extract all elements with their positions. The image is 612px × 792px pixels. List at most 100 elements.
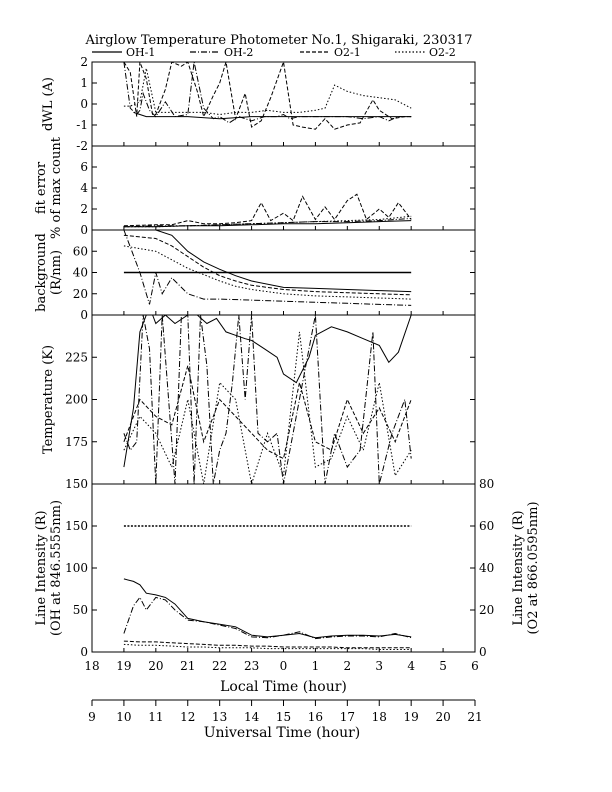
ut-tick-label: 17 <box>340 710 355 724</box>
series-int-oh-1 <box>123 578 412 639</box>
local-time-tick-label: 19 <box>116 659 131 673</box>
ytick-right-label: 40 <box>479 561 494 575</box>
ylabel-right-int: (O2 at 866.0595nm) <box>526 501 541 634</box>
panel-temp: 150 175 200 225 Temperature (K) <box>41 314 476 491</box>
figure-title: Airglow Temperature Photometer No.1, Shi… <box>85 33 473 48</box>
legend-label-o2-2: O2-2 <box>429 46 456 59</box>
local-time-tick-label: 21 <box>180 659 195 673</box>
ylabel-temp: Temperature (K) <box>41 345 56 454</box>
local-time-tick-label: 23 <box>244 659 259 673</box>
ut-tick-label: 20 <box>435 710 450 724</box>
ylabel-int: (OH at 846.5555nm) <box>49 500 64 636</box>
ut-tick-label: 10 <box>116 710 131 724</box>
ytick-label: 175 <box>65 435 88 449</box>
universal-time-axis: 9 10 11 12 13 14 15 16 17 18 19 20 21 <box>88 699 483 724</box>
local-time-tick-label: 1 <box>312 659 320 673</box>
legend: OH-1 OH-2 O2-1 O2-2 <box>92 46 456 59</box>
ytick-label: 1 <box>80 76 88 90</box>
series-temp-oh-2 <box>123 315 412 484</box>
ylabel-bg: (R/nm) <box>49 250 64 295</box>
ytick-label: 20 <box>73 287 88 301</box>
ut-tick-label: 21 <box>467 710 482 724</box>
local-time-label: Local Time (hour) <box>220 679 347 695</box>
ylabel-fit: % of max count <box>49 136 64 239</box>
series-int-oh-2 <box>123 596 412 640</box>
ytick-right-label: 20 <box>479 603 494 617</box>
ut-tick-label: 11 <box>148 710 163 724</box>
ytick-label: 4 <box>80 181 88 195</box>
series-temp-oh-1 <box>123 315 412 468</box>
ytick-right-label: 0 <box>479 645 487 659</box>
panel-fit: 0 2 4 6 fit error% of max count <box>34 136 476 239</box>
legend-label-o2-1: O2-1 <box>334 46 361 59</box>
ytick-label: 50 <box>73 603 88 617</box>
legend-label-oh-2: OH-2 <box>224 46 253 59</box>
panel-bg: 0 20 40 60 background (R/nm) <box>34 229 476 322</box>
ylabel-right-int: Line Intensity (R) <box>511 510 526 625</box>
series-dwl-o2-1 <box>123 62 412 130</box>
local-time-tick-label: 6 <box>471 659 479 673</box>
series-bg-o2-2 <box>123 245 412 300</box>
series-dwl-oh-2 <box>123 62 412 124</box>
ut-tick-label: 16 <box>308 710 323 724</box>
ytick-label: 225 <box>65 350 88 364</box>
ytick-label: 2 <box>80 55 88 69</box>
ytick-label: 60 <box>73 244 88 258</box>
ytick-label: 100 <box>65 561 88 575</box>
series-bg-o2-1 <box>123 234 412 296</box>
panel-frame-dwl <box>91 61 476 147</box>
ytick-label: -2 <box>76 139 88 153</box>
panels: -2 -1 0 1 2 dWL (A) 0 2 4 6 fit error% of max coun… <box>34 55 541 695</box>
local-time-tick-label: 3 <box>375 659 383 673</box>
legend-label-oh-1: OH-1 <box>126 46 155 59</box>
local-time-tick-label: 22 <box>212 659 227 673</box>
series-fit-o2-2 <box>123 215 412 228</box>
local-time-tick-label: 0 <box>280 659 288 673</box>
ytick-label: 2 <box>80 202 88 216</box>
ut-tick-label: 19 <box>404 710 419 724</box>
ylabel-int: Line Intensity (R) <box>34 510 49 625</box>
ut-tick-label: 15 <box>276 710 291 724</box>
ytick-label: 40 <box>73 266 88 280</box>
local-time-tick-label: 2 <box>344 659 352 673</box>
local-time-tick-label: 18 <box>84 659 99 673</box>
ylabel-dwl: dWL (A) <box>41 77 56 131</box>
ytick-label: 0 <box>80 223 88 237</box>
ut-tick-label: 12 <box>180 710 195 724</box>
ylabel-fit: fit error <box>34 161 49 214</box>
ytick-label: 0 <box>80 308 88 322</box>
local-time-tick-label: 4 <box>407 659 415 673</box>
panel-frame-int <box>91 483 476 653</box>
ytick-label: 0 <box>80 645 88 659</box>
panel-dwl: -2 -1 0 1 2 dWL (A) <box>41 55 476 153</box>
ut-tick-label: 9 <box>88 710 96 724</box>
series-fit-o2-1 <box>123 193 412 227</box>
local-time-tick-label: 5 <box>439 659 447 673</box>
universal-time-label: Universal Time (hour) <box>204 725 361 741</box>
ut-tick-label: 18 <box>372 710 387 724</box>
series-int-o2-1 <box>123 640 412 649</box>
ytick-label: 150 <box>65 477 88 491</box>
series-bg-oh-2 <box>123 230 412 306</box>
ytick-label: 0 <box>80 97 88 111</box>
series-int-o2-2 <box>123 643 412 650</box>
series-fit-oh-2 <box>123 217 412 228</box>
local-time-tick-label: 20 <box>148 659 163 673</box>
series-temp-o2-1 <box>123 365 412 460</box>
ut-tick-label: 13 <box>212 710 227 724</box>
ytick-label: 150 <box>65 519 88 533</box>
ylabel-bg: background <box>34 233 49 312</box>
panel-frame-temp <box>91 314 476 485</box>
series-bg-oh-1 <box>123 230 412 293</box>
panel-frame-fit <box>91 145 476 231</box>
ytick-right-label: 80 <box>479 477 494 491</box>
ytick-label: 6 <box>80 160 88 174</box>
ut-tick-label: 14 <box>244 710 260 724</box>
ytick-right-label: 60 <box>479 519 494 533</box>
series-dwl-o2-2 <box>123 68 412 116</box>
ytick-label: -1 <box>76 118 88 132</box>
series-temp-o2-2 <box>123 331 412 484</box>
ytick-label: 200 <box>65 393 88 407</box>
